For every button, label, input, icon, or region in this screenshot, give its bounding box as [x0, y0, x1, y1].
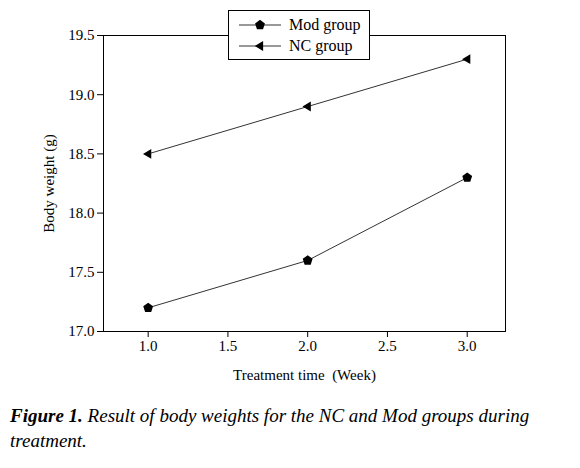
svg-text:2.5: 2.5	[378, 338, 397, 354]
svg-text:19.0: 19.0	[68, 87, 94, 103]
svg-text:1.0: 1.0	[139, 338, 158, 354]
svg-text:17.0: 17.0	[68, 323, 94, 339]
svg-text:18.5: 18.5	[68, 146, 94, 162]
svg-text:2.0: 2.0	[298, 338, 317, 354]
html-text:NC group: NC group	[289, 36, 353, 54]
svg-text:19.5: 19.5	[68, 27, 94, 43]
svg-text:Body weight (g): Body weight (g)	[41, 134, 58, 232]
html-text:Mod group: Mod group	[289, 15, 361, 33]
svg-text:18.0: 18.0	[68, 205, 94, 221]
svg-text:3.0: 3.0	[458, 338, 477, 354]
svg-text:Treatment time (Week): Treatment time (Week)	[233, 367, 376, 384]
html-text:Figure 1. Result of body weigh: Figure 1. Result of body weights for the…	[10, 405, 530, 451]
svg-text:17.5: 17.5	[68, 264, 94, 280]
svg-text:1.5: 1.5	[219, 338, 238, 354]
